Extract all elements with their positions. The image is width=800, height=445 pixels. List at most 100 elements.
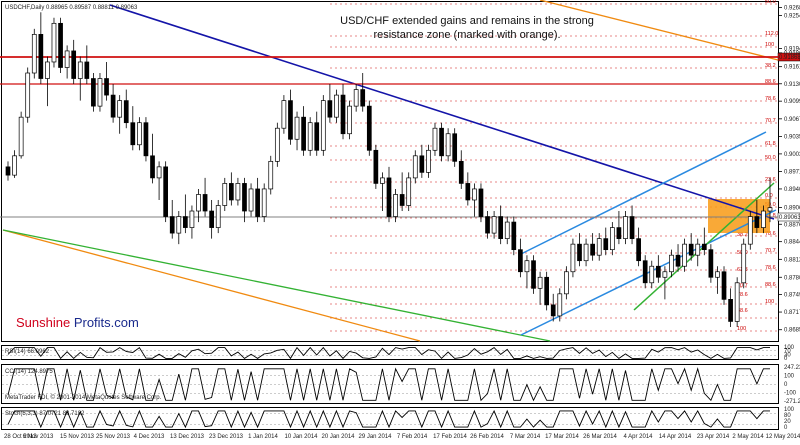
candle: [314, 111, 320, 156]
candle-body-up: [682, 243, 687, 267]
candle: [248, 183, 254, 217]
candle: [209, 199, 214, 239]
candle: [498, 205, 504, 245]
candle: [544, 271, 550, 311]
candle: [84, 45, 90, 85]
candle: [682, 238, 687, 272]
candle-body-down: [301, 116, 306, 151]
candle-body-up: [274, 127, 280, 162]
candle: [583, 238, 589, 267]
candle-body-down: [465, 183, 471, 201]
symbol-header: USDCHF,Daily 0.88965 0.89587 0.88811 0.8…: [5, 5, 138, 11]
grid: 50.0112.010038.288.678.670.761.850.023.6…: [330, 0, 800, 332]
candle: [485, 211, 490, 239]
x-tick-label: 17 Mar 2014: [545, 434, 579, 440]
fib-label: 50.0: [765, 0, 776, 5]
fib-label: 50.0: [765, 155, 776, 161]
x-tick-label: 7 Feb 2014: [397, 434, 428, 440]
fib-label: 78.6: [765, 265, 776, 271]
annotation-line-1: USD/CHF extended gains and remains in th…: [340, 15, 594, 27]
candle-body-up: [609, 227, 615, 251]
candle-body-up: [117, 100, 123, 118]
candle-body-up: [189, 210, 195, 228]
fib-label: 100: [765, 42, 774, 48]
y-tick-label: 0.89715: [784, 170, 800, 176]
green-lower-line: [2, 229, 551, 342]
candle-body-down: [143, 122, 149, 157]
candle: [721, 266, 727, 305]
candle: [439, 122, 444, 162]
indicator-path: [7, 346, 770, 360]
candle-body-down: [577, 243, 582, 262]
candle: [504, 216, 510, 245]
candle: [708, 244, 714, 283]
y-tick-label: 0.91305: [784, 82, 800, 88]
candle: [110, 84, 116, 123]
candle-body-up: [445, 133, 451, 157]
candle: [629, 205, 635, 245]
candle-body-up: [77, 61, 83, 79]
candle-body-down: [498, 216, 504, 239]
candle: [557, 288, 563, 322]
candle: [320, 95, 326, 156]
candle-body-down: [130, 122, 136, 146]
candle-body-up: [767, 207, 773, 212]
candle: [45, 56, 50, 107]
candle-body-down: [550, 304, 556, 317]
candle: [734, 277, 740, 327]
candle: [701, 227, 707, 256]
x-tick-label: 25 Nov 2013: [96, 434, 131, 440]
candle: [228, 172, 234, 206]
x-tick-label: 23 Apr 2014: [697, 434, 730, 440]
fib-label: 0.0: [765, 193, 773, 199]
candle: [202, 177, 208, 217]
candle-body-down: [439, 127, 444, 157]
candle: [452, 128, 458, 167]
stoch-panel-frame: [1, 407, 779, 430]
fib-label: 100: [765, 299, 774, 305]
fib-label: 70.7: [765, 118, 776, 124]
candle: [58, 17, 63, 74]
indicator-level-label: 100: [784, 407, 795, 413]
candle-body-up: [268, 160, 274, 190]
candle-body-down: [288, 100, 293, 140]
candle: [426, 144, 431, 178]
candle-body-down: [5, 166, 11, 176]
indicator-path: [7, 409, 770, 429]
candle: [537, 271, 543, 305]
fib-label: 70.7: [765, 248, 776, 254]
candle-body-up: [557, 293, 563, 317]
candle-body-up: [307, 122, 313, 151]
x-tick-label: 17 Feb 2014: [433, 434, 467, 440]
candle-body-up: [156, 166, 162, 179]
fib-label-mid: 78.6: [737, 292, 748, 298]
candle: [609, 222, 615, 256]
light-blue-lower-channel: [520, 209, 777, 336]
candle: [616, 211, 622, 245]
candle: [747, 211, 753, 250]
candle-body-down: [688, 243, 694, 256]
candle-body-up: [31, 34, 37, 74]
candle: [5, 161, 11, 181]
candle-body-down: [84, 61, 90, 79]
candle-body-down: [110, 94, 116, 118]
candle: [274, 122, 280, 167]
candle: [307, 117, 313, 156]
candle-body-up: [695, 243, 701, 256]
candle: [261, 183, 267, 223]
candle: [340, 84, 346, 140]
fib-label-mid: 70.7: [737, 283, 748, 289]
candle-body-up: [215, 205, 221, 228]
candle-body-down: [209, 210, 214, 228]
candle: [242, 177, 247, 223]
candle-body-down: [71, 50, 77, 79]
x-tick-label: 13 Dec 2013: [170, 434, 205, 440]
candle-body-down: [452, 133, 458, 162]
price-label: 0.91868: [779, 55, 800, 61]
candle-body-down: [386, 177, 392, 217]
x-tick-label: 7 Mar 2014: [510, 434, 541, 440]
candle: [327, 84, 333, 123]
